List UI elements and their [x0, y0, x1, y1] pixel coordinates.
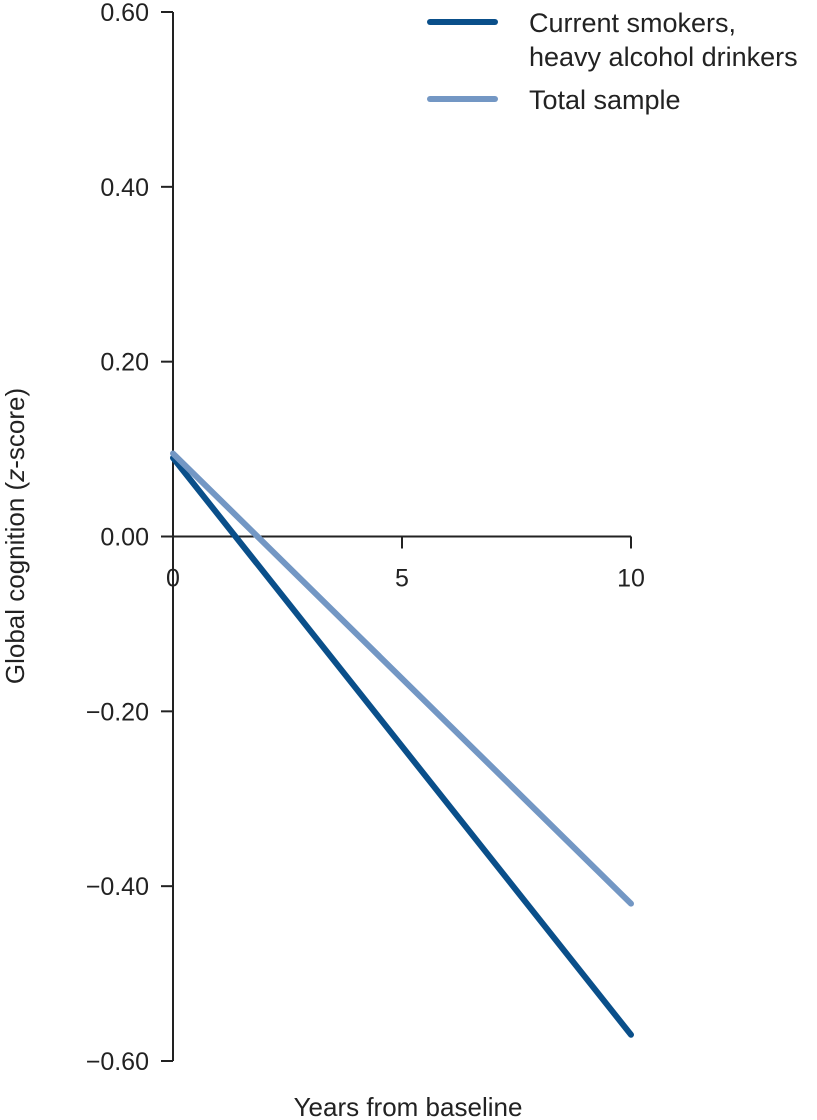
- x-axis-ticks: 0 5 10: [166, 536, 645, 593]
- legend-label-2: Total sample: [529, 85, 681, 115]
- y-tick-label: −0.40: [86, 873, 149, 901]
- y-axis-title-part-1: Global cognition (: [0, 481, 30, 684]
- y-tick-label: 0.40: [100, 174, 149, 202]
- legend-label-1: heavy alcohol drinkers: [529, 42, 798, 72]
- x-axis-title: Years from baseline: [294, 1092, 523, 1120]
- y-tick-label: 0.20: [100, 349, 149, 377]
- series-line-2: [170, 450, 634, 907]
- legend-label-1: Current smokers,: [529, 8, 736, 38]
- series-lines: [170, 450, 634, 1038]
- x-tick-label: 5: [395, 565, 409, 593]
- y-tick-label: −0.60: [86, 1048, 149, 1076]
- series-line-1: [170, 454, 634, 1038]
- y-axis-title-part-2: z: [0, 469, 30, 483]
- x-tick-label: 10: [617, 565, 645, 593]
- y-axis-ticks: 0.60 0.40 0.20 0.00 −0.20 −0.40 −0.60: [86, 0, 173, 1076]
- y-axis-title: Global cognition (z-score): [0, 388, 30, 684]
- y-tick-label: 0.60: [100, 0, 149, 27]
- legend: Current smokers, heavy alcohol drinkers To…: [427, 8, 798, 115]
- x-tick-label: 0: [166, 565, 180, 593]
- y-tick-label: 0.00: [100, 524, 149, 552]
- y-tick-label: −0.20: [86, 698, 149, 726]
- y-axis-title-part-3: -score): [0, 388, 30, 469]
